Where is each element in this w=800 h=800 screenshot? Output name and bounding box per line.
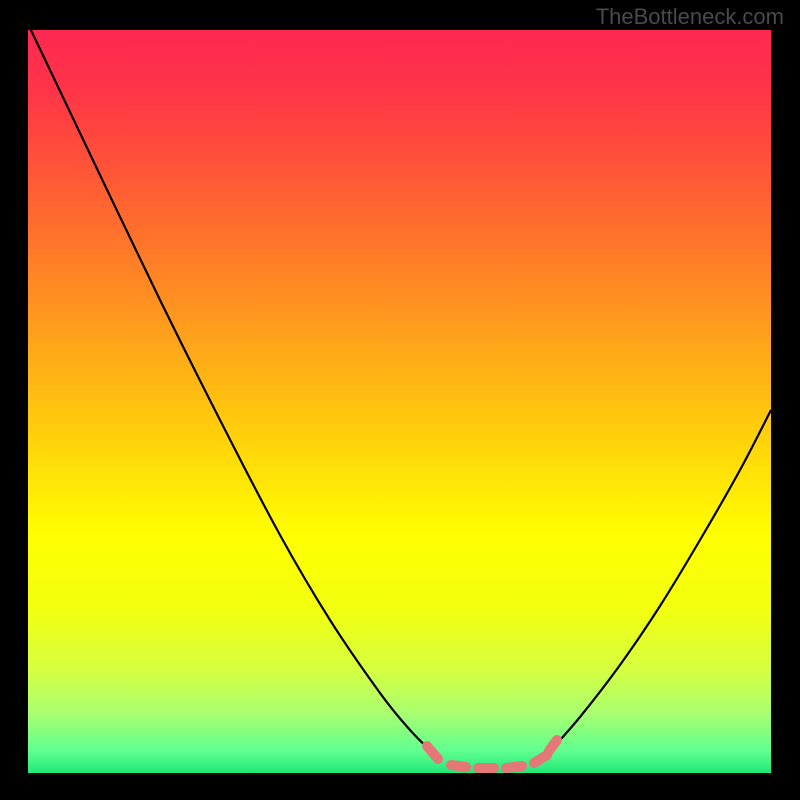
- plot-area: [0, 0, 800, 800]
- watermark-text: TheBottleneck.com: [596, 4, 784, 30]
- gradient-background: [28, 30, 771, 773]
- chart-canvas: TheBottleneck.com: [0, 0, 800, 800]
